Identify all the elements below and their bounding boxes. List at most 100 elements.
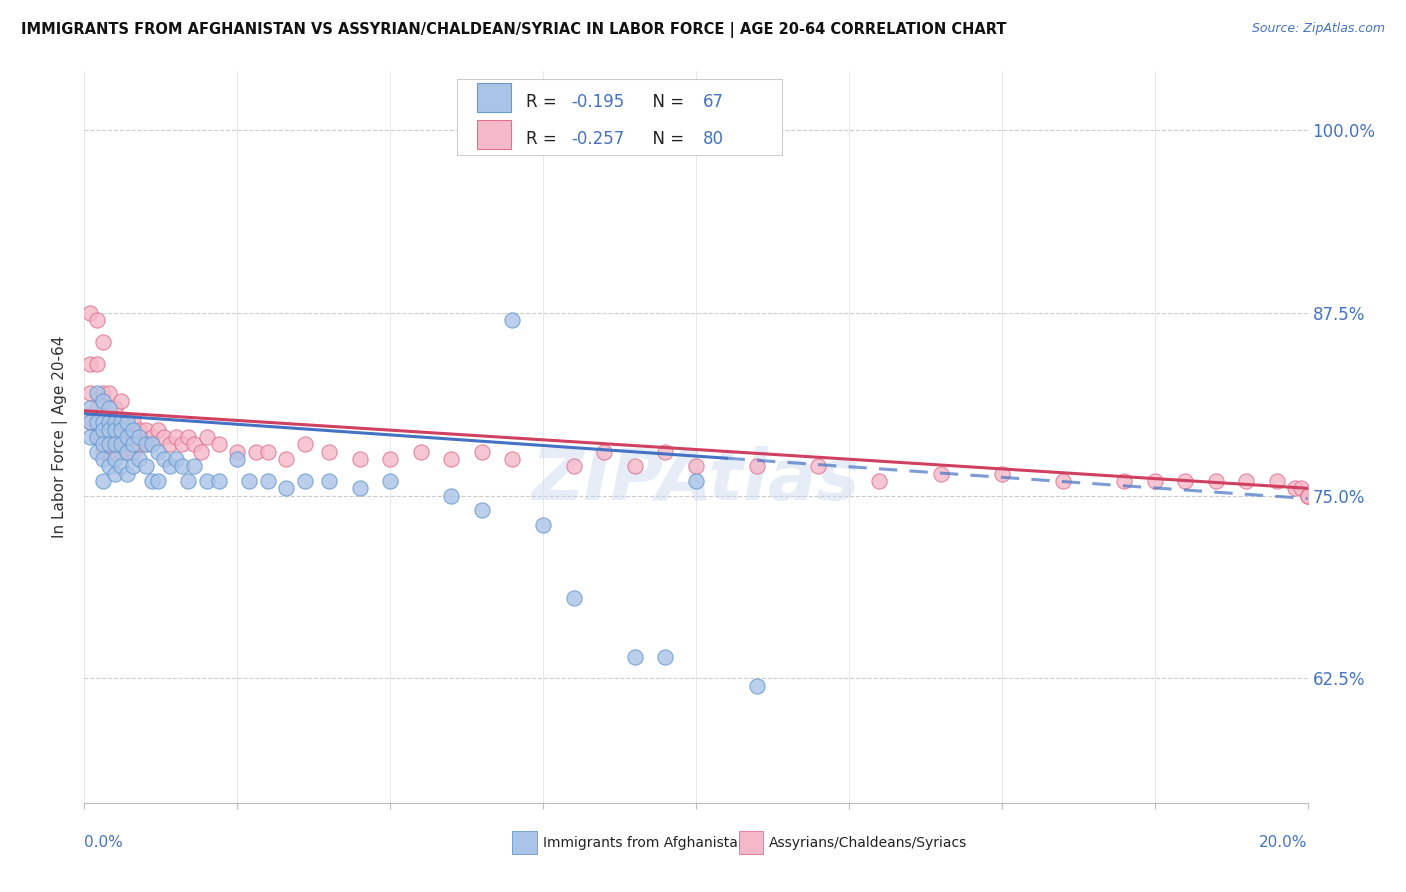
Point bbox=[110, 430, 132, 444]
Point bbox=[929, 467, 952, 481]
Point bbox=[380, 452, 402, 467]
Point bbox=[128, 452, 150, 467]
Point bbox=[86, 430, 108, 444]
Point bbox=[869, 474, 891, 488]
Point bbox=[122, 416, 145, 430]
Point bbox=[440, 452, 463, 467]
Point bbox=[146, 474, 169, 488]
Text: 20.0%: 20.0% bbox=[1260, 835, 1308, 850]
Point bbox=[624, 459, 647, 474]
Point bbox=[97, 386, 120, 401]
Point bbox=[97, 408, 120, 422]
Point bbox=[1052, 474, 1074, 488]
Point bbox=[1296, 489, 1319, 503]
Point bbox=[380, 474, 402, 488]
Point bbox=[226, 452, 249, 467]
Point bbox=[471, 444, 494, 458]
Point bbox=[104, 430, 127, 444]
Point bbox=[79, 416, 101, 430]
Text: -0.257: -0.257 bbox=[571, 129, 624, 147]
FancyBboxPatch shape bbox=[477, 120, 512, 149]
Point bbox=[208, 437, 231, 451]
FancyBboxPatch shape bbox=[738, 830, 763, 854]
Point bbox=[115, 467, 138, 481]
Point bbox=[1236, 474, 1258, 488]
Point bbox=[97, 459, 120, 474]
Point bbox=[409, 444, 432, 458]
Point bbox=[110, 444, 132, 458]
Point bbox=[86, 401, 108, 415]
Point bbox=[97, 423, 120, 437]
Text: N =: N = bbox=[643, 93, 689, 111]
Point bbox=[128, 437, 150, 451]
Point bbox=[153, 452, 176, 467]
Point bbox=[104, 444, 127, 458]
Point bbox=[276, 481, 298, 495]
Point bbox=[91, 474, 114, 488]
Point bbox=[195, 474, 218, 488]
Point bbox=[91, 334, 114, 349]
Point bbox=[1205, 474, 1227, 488]
Point bbox=[135, 437, 157, 451]
Point bbox=[747, 459, 769, 474]
Point bbox=[159, 437, 181, 451]
Point bbox=[177, 430, 200, 444]
Point bbox=[122, 444, 145, 458]
Point bbox=[91, 393, 114, 408]
Point bbox=[115, 430, 138, 444]
Text: ZIPAtlas: ZIPAtlas bbox=[531, 447, 860, 516]
Point bbox=[257, 444, 280, 458]
FancyBboxPatch shape bbox=[457, 78, 782, 155]
Text: R =: R = bbox=[526, 93, 562, 111]
Point bbox=[110, 459, 132, 474]
Point bbox=[122, 430, 145, 444]
Point bbox=[122, 437, 145, 451]
Point bbox=[593, 444, 616, 458]
Point bbox=[97, 444, 120, 458]
Point bbox=[110, 416, 132, 430]
Point bbox=[991, 467, 1014, 481]
Point bbox=[1296, 489, 1319, 503]
Point bbox=[79, 306, 101, 320]
Point bbox=[183, 437, 205, 451]
Point bbox=[115, 416, 138, 430]
Point bbox=[531, 517, 554, 532]
Text: N =: N = bbox=[643, 129, 689, 147]
Point bbox=[349, 481, 371, 495]
Point bbox=[104, 416, 127, 430]
Point bbox=[79, 430, 101, 444]
Point bbox=[226, 444, 249, 458]
Point bbox=[104, 452, 127, 467]
Point bbox=[1265, 474, 1288, 488]
Point bbox=[110, 423, 132, 437]
Point bbox=[135, 437, 157, 451]
Point bbox=[562, 459, 585, 474]
Point bbox=[502, 452, 524, 467]
Point bbox=[115, 430, 138, 444]
Point bbox=[115, 444, 138, 458]
Point bbox=[110, 416, 132, 430]
Point bbox=[91, 423, 114, 437]
Point bbox=[440, 489, 463, 503]
FancyBboxPatch shape bbox=[513, 830, 537, 854]
Text: Source: ZipAtlas.com: Source: ZipAtlas.com bbox=[1251, 22, 1385, 36]
Point bbox=[135, 423, 157, 437]
Point bbox=[110, 393, 132, 408]
Point bbox=[91, 386, 114, 401]
Point bbox=[104, 467, 127, 481]
Point bbox=[135, 459, 157, 474]
Point bbox=[807, 459, 830, 474]
FancyBboxPatch shape bbox=[477, 83, 512, 112]
Point bbox=[294, 474, 316, 488]
Point bbox=[471, 503, 494, 517]
Text: 80: 80 bbox=[703, 129, 724, 147]
Point bbox=[91, 437, 114, 451]
Point bbox=[97, 437, 120, 451]
Point bbox=[91, 444, 114, 458]
Point bbox=[91, 416, 114, 430]
Point bbox=[91, 416, 114, 430]
Text: R =: R = bbox=[526, 129, 562, 147]
Text: Immigrants from Afghanistan: Immigrants from Afghanistan bbox=[543, 836, 747, 850]
Point bbox=[276, 452, 298, 467]
Point bbox=[86, 357, 108, 371]
